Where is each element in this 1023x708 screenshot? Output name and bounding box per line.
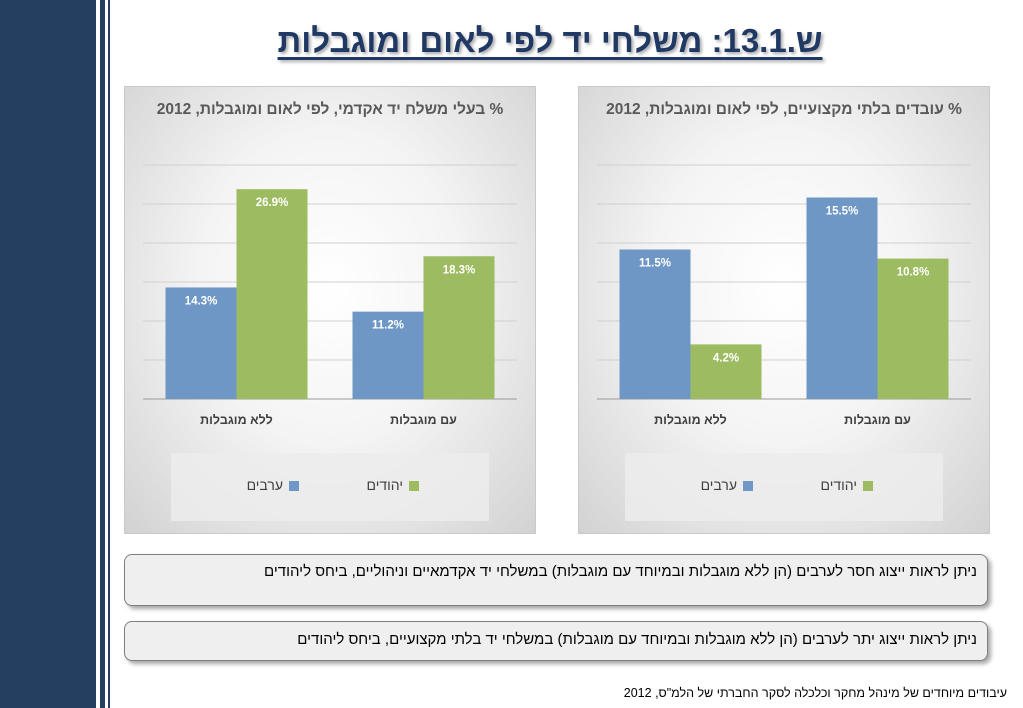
data-label: 11.2% [372, 320, 404, 332]
note-underrepresentation: ניתן לראות ייצוג חסר לערבים (הן ללא מוגב… [124, 554, 988, 606]
data-label: 26.9% [256, 197, 289, 209]
chart-panel-unskilled: % עובדים בלתי מקצועיים, לפי לאום ומוגבלו… [578, 86, 990, 534]
legend-swatch-jews [409, 481, 419, 492]
legend-item-jews: יהודים [821, 477, 873, 493]
bar [690, 344, 762, 399]
bar [619, 249, 691, 399]
chart-panel-academic: % בעלי משלח יד אקדמי, לפי לאום ומוגבלות,… [124, 86, 536, 534]
category-label: ללא מוגבלות [654, 413, 727, 427]
chart-title: % עובדים בלתי מקצועיים, לפי לאום ומוגבלו… [606, 101, 962, 118]
legend-label: יהודים [366, 477, 403, 493]
bar [165, 287, 237, 399]
data-label: 15.5% [826, 206, 859, 218]
category-label: עם מוגבלות [844, 413, 911, 427]
chart-unskilled: 15.5% 10.8% עם מוגבלות 11.5% 4.2% ללא מוגבלות [597, 164, 971, 427]
data-label: 11.5% [639, 258, 671, 270]
note-overrepresentation: ניתן לראות ייצוג יתר לערבים (הן ללא מוגב… [124, 621, 988, 661]
bar [423, 256, 495, 399]
legend-label: ערבים [700, 477, 737, 493]
bar [806, 197, 878, 399]
data-label: 14.3% [185, 295, 218, 307]
data-label: 10.8% [897, 267, 930, 279]
category-label: עם מוגבלות [390, 413, 457, 427]
legend-item-arabs: ערבים [247, 477, 299, 493]
sidebar-stripe-thin [108, 0, 110, 708]
data-label: 4.2% [713, 352, 739, 364]
bar [236, 189, 308, 399]
sidebar-stripe [100, 0, 105, 708]
source-note: עיבודים מיוחדים של מינהל מחקר וכלכלה לסק… [623, 686, 1007, 700]
bar [352, 311, 424, 399]
data-label: 18.3% [443, 264, 476, 276]
legend-item-arabs: ערבים [701, 477, 753, 493]
sidebar-decoration [0, 0, 96, 708]
legend-swatch-arabs [743, 481, 753, 492]
bar [877, 258, 949, 399]
legend-label: יהודים [820, 477, 857, 493]
legend-swatch-jews [863, 481, 873, 492]
chart-title: % בעלי משלח יד אקדמי, לפי לאום ומוגבלות,… [156, 101, 504, 118]
slide-title: ש.13.1: משלחי יד לפי לאום ומוגבלות [277, 22, 823, 59]
chart-legend: יהודים ערבים [625, 453, 943, 521]
legend-label: ערבים [246, 477, 283, 493]
chart-legend: יהודים ערבים [171, 453, 489, 521]
legend-item-jews: יהודים [367, 477, 419, 493]
category-label: ללא מוגבלות [200, 413, 273, 427]
legend-swatch-arabs [289, 481, 299, 492]
chart-academic: 11.2% 18.3% עם מוגבלות 14.3% 26.9% ללא מוגבלו… [143, 164, 517, 427]
